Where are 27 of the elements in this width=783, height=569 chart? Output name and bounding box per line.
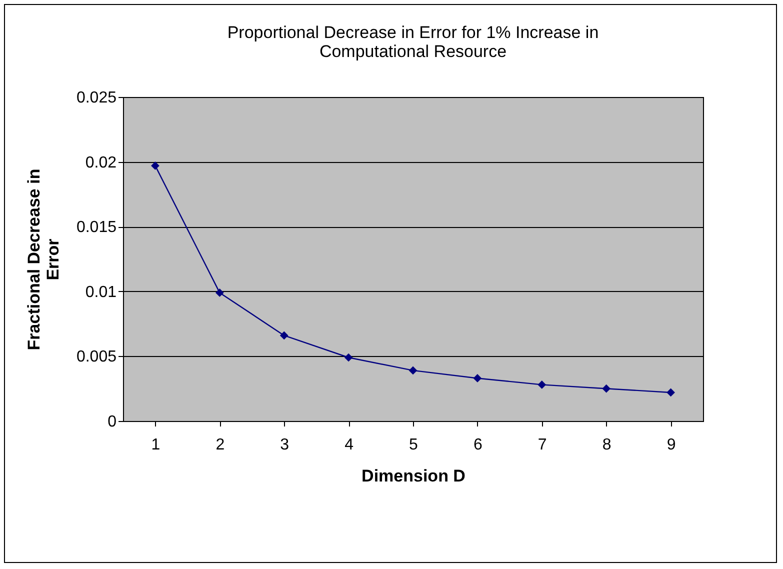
point xyxy=(602,384,611,393)
y-tick-label: 0 xyxy=(108,414,117,430)
point xyxy=(538,380,546,389)
x-tick-label: 6 xyxy=(473,436,482,454)
y-axis-title: Fractional Decrease in Error xyxy=(24,168,62,350)
point xyxy=(151,162,160,170)
x-tick-label: 9 xyxy=(666,436,676,454)
y-tick-label: 0.015 xyxy=(76,219,117,236)
point xyxy=(666,388,675,397)
point xyxy=(344,353,353,362)
y-tick-label: 0.005 xyxy=(76,348,117,366)
x-tick-label: 2 xyxy=(216,436,225,454)
point xyxy=(408,366,418,375)
x-axis-title: Dimension D xyxy=(362,466,466,486)
x-tick-label: 7 xyxy=(538,436,547,454)
y-tick-label: 0.01 xyxy=(85,284,117,301)
point xyxy=(473,374,482,382)
x-tick-label: 1 xyxy=(151,436,160,454)
x-tick-label: 4 xyxy=(344,436,354,454)
point xyxy=(215,288,224,297)
y-tick-label: 0.025 xyxy=(76,90,117,106)
x-tick-label: 8 xyxy=(602,436,612,454)
point xyxy=(280,331,288,340)
x-tick-label: 3 xyxy=(280,436,290,454)
x-tick-label: 5 xyxy=(409,436,418,454)
chart-title: Proportional Decrease in Error for 1% Increase in Computational Resource xyxy=(227,23,599,61)
y-tick-label: 0.02 xyxy=(85,154,117,172)
